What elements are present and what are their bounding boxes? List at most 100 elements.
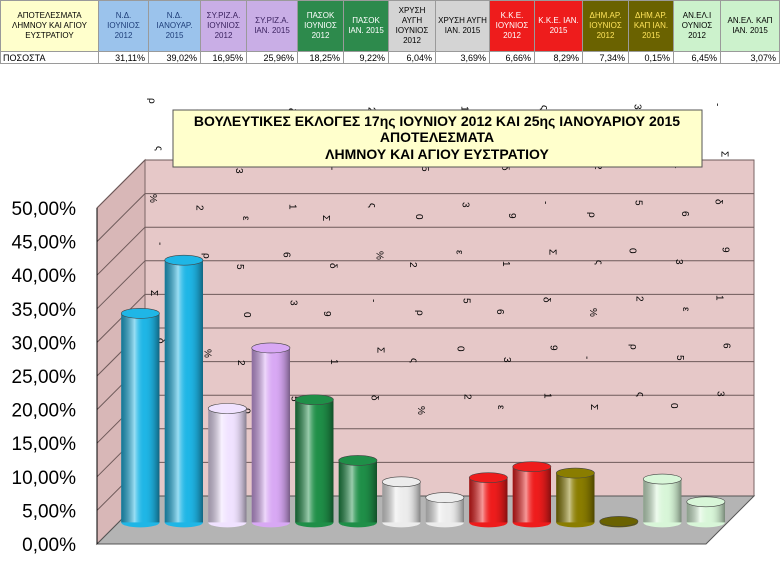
gridline [96, 193, 146, 242]
bar[interactable] [338, 455, 378, 528]
header-cell[interactable]: Ν.Δ. ΙΟΥΝΙΟΣ 2012 [98, 0, 149, 52]
bar[interactable] [642, 473, 682, 528]
chart-title-line-1: ΒΟΥΛΕΥΤΙΚΕΣ ΕΚΛΟΓΕΣ 17ης ΙΟΥΝΙΟΥ 2012 ΚΑ… [194, 113, 680, 129]
label-artifact-glyph: 0 [241, 312, 252, 318]
label-artifact-glyph: 9 [547, 345, 558, 351]
value-cell[interactable]: 8,29% [534, 51, 583, 64]
bar-top [207, 403, 247, 414]
bar-shading [556, 473, 595, 523]
bar[interactable] [381, 476, 421, 528]
value-cell[interactable]: 18,25% [297, 51, 344, 64]
header-cell[interactable]: ΣΥ.ΡΙΖ.Α. ΙΟΥΝΙΟΣ 2012 [200, 0, 247, 52]
label-artifact-glyph: 1 [328, 359, 339, 365]
bar-shading [121, 313, 160, 523]
bar-shading [251, 347, 290, 523]
label-artifact-glyph: 2 [193, 205, 204, 211]
header-cell[interactable]: ΣΥ.ΡΙΖ.Α. ΙΑΝ. 2015 [246, 0, 298, 52]
label-artifact-glyph: Σ [588, 404, 599, 410]
value-cell[interactable]: 9,22% [343, 51, 389, 64]
label-artifact-glyph: Σ [546, 249, 557, 255]
bar[interactable] [425, 492, 465, 528]
bar-top [164, 254, 204, 266]
bar[interactable] [512, 461, 552, 528]
label-artifact-glyph: 5 [234, 264, 245, 270]
row-label-header[interactable]: ΑΠΟΤΕΛΕΣΜΑΤΑ ΛΗΜΝΟΥ ΚΑΙ ΑΓΙΟΥ ΕΥΣΤΡΑΤΙΟΥ [0, 0, 99, 52]
label-artifact-glyph: % [587, 308, 598, 317]
label-artifact-glyph: 3 [501, 357, 512, 363]
header-cell[interactable]: ΧΡΥΣΗ ΑΥΓΗ ΙΑΝ. 2015 [435, 0, 490, 52]
header-cell[interactable]: ΑΝ.ΕΛ.Ι ΟΥΝΙΟΣ 2012 [673, 0, 721, 52]
y-tick-label: 5,00% [22, 501, 76, 522]
label-artifact-glyph: - [539, 201, 550, 204]
header-cell[interactable]: ΔΗΜ.ΑΡ. ΙΟΥΝΙΟΣ 2012 [582, 0, 629, 52]
label-artifact-glyph: 5 [288, 396, 299, 402]
bar-chart: ρ ς% - Σδ 9 5 0 2 ρ ς% - 6 3 ε 5 0 2 ρ δ 9 1 6 3 ε 5% - Σδ 9 1 6 2 ρ ς% -… [12, 98, 756, 556]
label-artifact-glyph: 3 [673, 259, 684, 265]
value-cell[interactable]: 7,34% [582, 51, 629, 64]
header-cell[interactable]: ΧΡΥΣΗ ΑΥΓΗ ΙΟΥΝΙΟΣ 2012 [388, 0, 436, 52]
bar[interactable] [599, 516, 639, 528]
label-artifact-glyph: ς [153, 146, 164, 151]
row-label-values[interactable]: ΠΟΣΟΣΤΑ [0, 51, 99, 64]
bar-shading [382, 481, 421, 523]
bar[interactable] [251, 342, 291, 528]
value-cell[interactable]: 6,66% [489, 51, 535, 64]
value-cell[interactable]: 39,02% [148, 51, 201, 64]
label-artifact-glyph: ρ [242, 408, 253, 414]
header-cell[interactable]: Κ.Κ.Ε. ΙΟΥΝΙΟΣ 2012 [489, 0, 535, 52]
label-artifact-glyph: δ [499, 165, 510, 171]
y-tick-label: 45,00% [12, 233, 77, 254]
label-artifact-glyph: % [415, 406, 426, 415]
label-artifact-glyph: 5 [674, 355, 685, 361]
label-artifact-glyph: ε [495, 405, 506, 410]
value-cell[interactable]: 6,45% [673, 51, 721, 64]
label-artifact-glyph: - [154, 242, 165, 245]
label-artifact-glyph: 9 [719, 247, 730, 253]
label-artifact-glyph: 3 [714, 391, 725, 397]
bar-shading [338, 460, 377, 523]
label-artifact-glyph: ρ [200, 253, 211, 259]
bar[interactable] [164, 254, 204, 528]
header-cell[interactable]: ΑΝ.ΕΛ. ΚΑΠ ΙΑΝ. 2015 [720, 0, 780, 52]
bar-top [512, 461, 552, 472]
value-cell[interactable]: 25,96% [246, 51, 298, 64]
header-cell[interactable]: ΔΗΜ.ΑΡ. ΚΑΠ ΙΑΝ. 2015 [628, 0, 674, 52]
label-artifact-glyph: - [367, 299, 378, 302]
header-cell[interactable]: ΠΑΣΟΚ ΙΑΝ. 2015 [343, 0, 389, 52]
label-artifact-glyph: δ [540, 297, 551, 303]
label-artifact-glyph: 9 [321, 311, 332, 317]
header-cell[interactable]: ΠΑΣΟΚ ΙΟΥΝΙΟΣ 2012 [297, 0, 344, 52]
label-artifact-glyph: ς [593, 260, 604, 265]
value-cell[interactable]: 31,11% [98, 51, 149, 64]
chart-title-line-3: ΛΗΜΝΟΥ ΚΑΙ ΑΓΙΟΥ ΕΥΣΤΡΑΤΙΟΥ [325, 146, 549, 162]
bar[interactable] [555, 467, 595, 528]
bar[interactable] [207, 403, 247, 528]
bar[interactable] [120, 308, 160, 528]
bar[interactable] [294, 394, 334, 528]
value-cell[interactable]: 16,95% [200, 51, 247, 64]
header-cell[interactable]: Κ.Κ.Ε. ΙΑΝ. 2015 [534, 0, 583, 52]
y-tick-label: 10,00% [12, 468, 77, 489]
label-artifact-glyph: 5 [460, 298, 471, 304]
value-cell[interactable]: 3,07% [720, 51, 780, 64]
label-artifact-glyph: 2 [235, 360, 246, 366]
label-artifact-glyph: 0 [413, 214, 424, 220]
value-cell[interactable]: 6,04% [388, 51, 436, 64]
label-artifact-glyph: 1 [286, 204, 297, 210]
y-tick-label: 50,00% [12, 199, 77, 220]
bar[interactable] [686, 496, 726, 528]
value-cell[interactable]: 0,15% [628, 51, 674, 64]
label-artifact-glyph: ς [538, 105, 549, 110]
label-artifact-glyph: - [326, 167, 337, 170]
label-artifact-glyph: 6 [280, 252, 291, 258]
label-artifact-glyph: ε [680, 307, 691, 312]
bar-top [642, 473, 682, 485]
label-artifact-glyph: 3 [459, 202, 470, 208]
bar[interactable] [468, 472, 508, 528]
bar-top [120, 308, 160, 319]
label-artifact-glyph: 5 [632, 200, 643, 206]
header-cell[interactable]: Ν.Δ. ΙΑΝΟΥΑΡ. 2015 [148, 0, 201, 52]
label-artifact-glyph: 0 [668, 403, 679, 409]
bar-top [251, 342, 291, 354]
value-cell[interactable]: 3,69% [435, 51, 490, 64]
